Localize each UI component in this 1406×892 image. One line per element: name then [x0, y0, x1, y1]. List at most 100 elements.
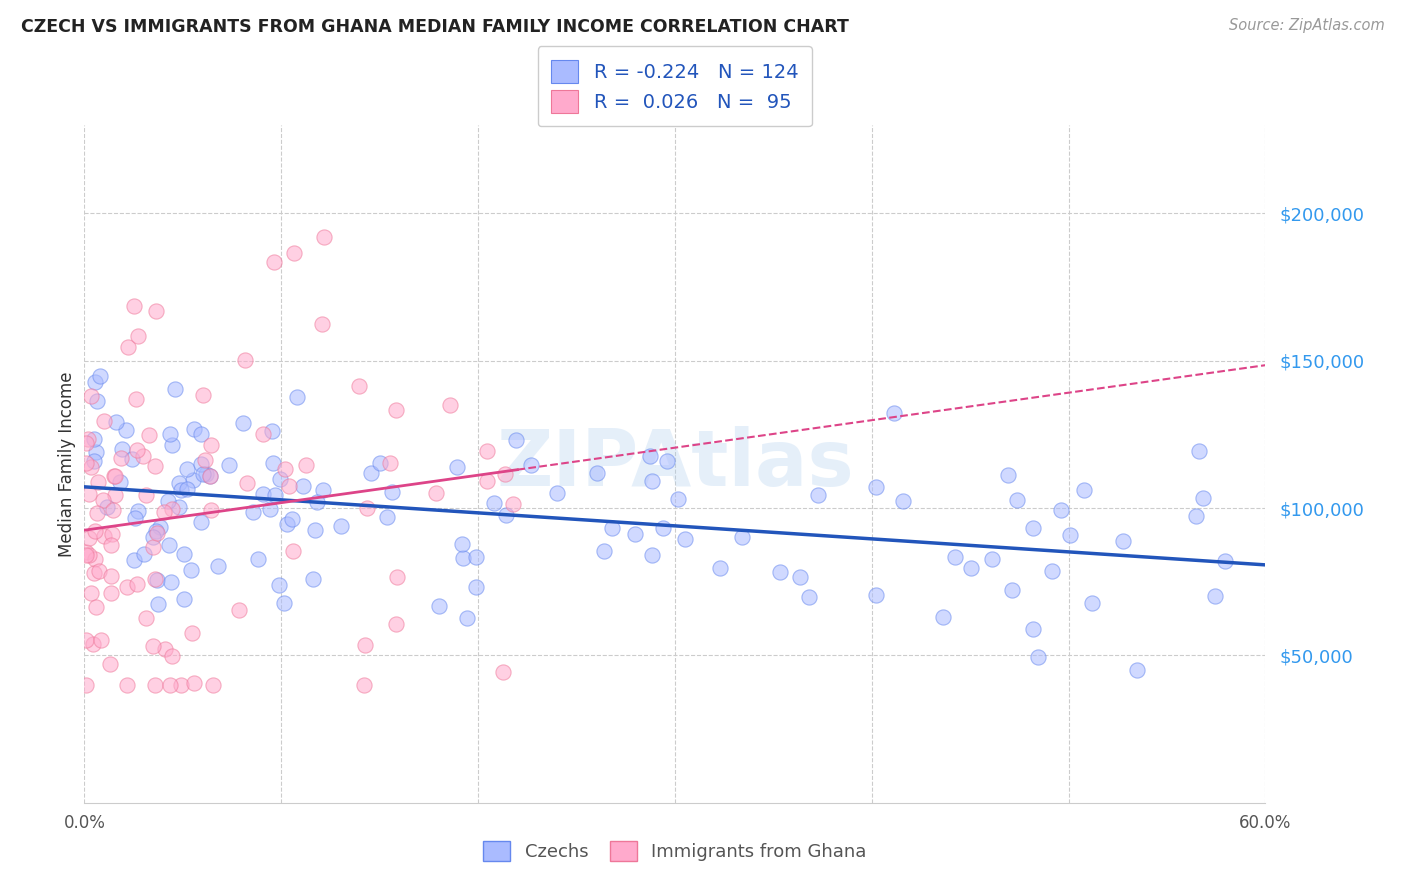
- Point: [285, 390, 308, 404]
- Point: [475, 443, 498, 458]
- Point: [100, 538, 122, 552]
- Y-axis label: Median Family Income: Median Family Income: [58, 371, 76, 557]
- Point: [233, 353, 256, 368]
- Point: [1191, 491, 1213, 505]
- Point: [125, 392, 148, 406]
- Point: [132, 547, 155, 561]
- Point: [283, 246, 305, 260]
- Point: [110, 450, 132, 465]
- Point: [283, 544, 305, 558]
- Point: [267, 578, 290, 592]
- Point: [959, 561, 981, 575]
- Point: [200, 469, 222, 483]
- Point: [83, 432, 105, 446]
- Point: [278, 479, 301, 493]
- Point: [125, 576, 148, 591]
- Point: [117, 678, 139, 692]
- Point: [1081, 596, 1104, 610]
- Point: [193, 453, 215, 467]
- Point: [169, 500, 191, 514]
- Point: [232, 416, 254, 430]
- Point: [655, 454, 678, 468]
- Point: [236, 476, 259, 491]
- Point: [86, 507, 108, 521]
- Point: [157, 494, 180, 508]
- Point: [1026, 649, 1049, 664]
- Point: [378, 456, 401, 470]
- Point: [456, 610, 478, 624]
- Point: [943, 550, 966, 565]
- Point: [1022, 622, 1045, 636]
- Point: [93, 414, 115, 428]
- Point: [228, 602, 250, 616]
- Point: [89, 564, 111, 578]
- Point: [89, 368, 111, 383]
- Point: [1125, 663, 1147, 677]
- Point: [157, 537, 180, 551]
- Point: [127, 329, 149, 343]
- Point: [170, 483, 193, 497]
- Point: [114, 423, 136, 437]
- Point: [262, 456, 284, 470]
- Point: [360, 466, 382, 480]
- Point: [91, 493, 114, 508]
- Point: [1059, 528, 1081, 542]
- Point: [146, 597, 169, 611]
- Point: [195, 467, 218, 482]
- Point: [1001, 582, 1024, 597]
- Point: [709, 561, 731, 575]
- Point: [77, 531, 100, 545]
- Point: [77, 432, 100, 446]
- Point: [162, 649, 184, 664]
- Point: [77, 548, 100, 562]
- Point: [159, 427, 181, 442]
- Point: [482, 496, 505, 510]
- Point: [312, 483, 335, 497]
- Point: [183, 422, 205, 436]
- Point: [98, 657, 121, 671]
- Point: [111, 442, 134, 457]
- Point: [104, 468, 127, 483]
- Point: [75, 632, 97, 647]
- Point: [280, 512, 302, 526]
- Point: [93, 528, 115, 542]
- Point: [797, 590, 820, 604]
- Point: [1185, 509, 1208, 524]
- Point: [142, 540, 165, 554]
- Point: [96, 500, 118, 515]
- Point: [153, 504, 176, 518]
- Point: [198, 468, 221, 483]
- Legend: Czechs, Immigrants from Ghana: Czechs, Immigrants from Ghana: [475, 834, 875, 868]
- Point: [276, 517, 298, 532]
- Point: [143, 572, 166, 586]
- Point: [124, 511, 146, 525]
- Point: [269, 472, 291, 486]
- Point: [494, 467, 516, 481]
- Point: [181, 625, 204, 640]
- Point: [176, 462, 198, 476]
- Point: [451, 551, 474, 566]
- Point: [624, 527, 647, 541]
- Point: [1188, 444, 1211, 458]
- Point: [252, 427, 274, 442]
- Point: [183, 474, 205, 488]
- Point: [273, 462, 295, 476]
- Point: [451, 537, 474, 551]
- Point: [491, 665, 513, 679]
- Point: [77, 487, 100, 501]
- Point: [122, 299, 145, 313]
- Point: [586, 467, 609, 481]
- Point: [304, 523, 326, 537]
- Point: [84, 375, 107, 389]
- Point: [1040, 564, 1063, 578]
- Point: [353, 678, 375, 692]
- Point: [142, 530, 165, 544]
- Point: [981, 551, 1004, 566]
- Point: [893, 494, 915, 508]
- Point: [375, 509, 398, 524]
- Point: [425, 486, 447, 500]
- Point: [259, 502, 281, 516]
- Point: [207, 559, 229, 574]
- Point: [75, 435, 97, 450]
- Point: [87, 475, 110, 490]
